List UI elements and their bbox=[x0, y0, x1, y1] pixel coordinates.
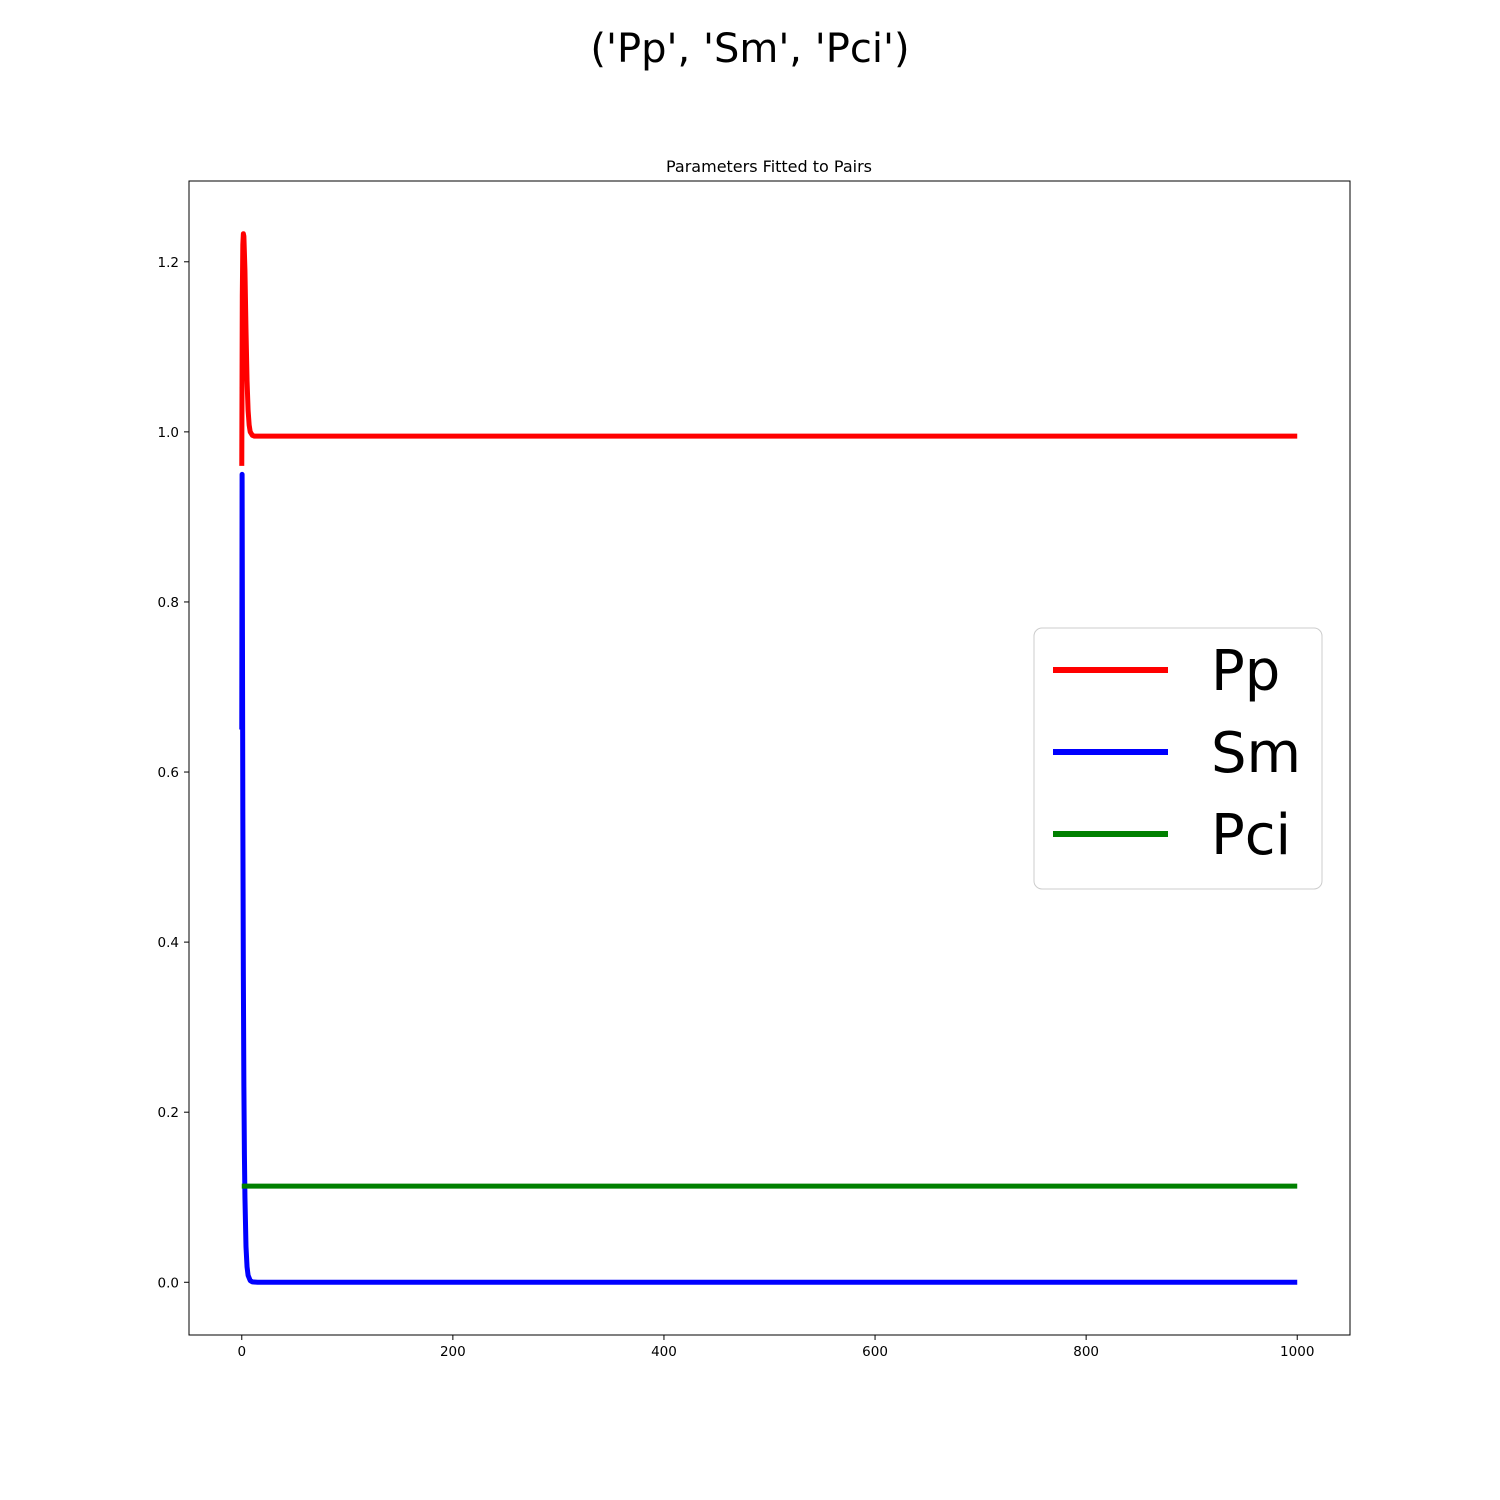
legend-frame bbox=[1033, 627, 1323, 890]
legend-label-sm: Sm bbox=[1211, 721, 1301, 786]
x-tick-label: 800 bbox=[1073, 1344, 1099, 1360]
y-axis: 0.0 0.2 0.4 0.6 0.8 1.0 1.2 bbox=[158, 255, 189, 1291]
x-tick-label: 1000 bbox=[1280, 1344, 1314, 1360]
x-tick-label: 400 bbox=[651, 1344, 677, 1360]
legend-label-pp: Pp bbox=[1211, 639, 1280, 704]
x-tick-label: 0 bbox=[237, 1344, 246, 1360]
y-tick-label: 0.0 bbox=[158, 1275, 179, 1291]
series-layer bbox=[239, 231, 1298, 1285]
x-axis: 0 200 400 600 800 1000 bbox=[237, 1335, 1314, 1360]
y-tick-label: 1.0 bbox=[158, 425, 179, 441]
series-line-pp bbox=[239, 231, 1298, 466]
y-tick-label: 1.2 bbox=[158, 255, 179, 271]
x-tick-label: 200 bbox=[440, 1344, 466, 1360]
chart-title: Parameters Fitted to Pairs bbox=[666, 157, 872, 176]
y-tick-label: 0.8 bbox=[158, 595, 179, 611]
axes-frame bbox=[188, 180, 1351, 1336]
legend: Pp Sm Pci bbox=[1033, 627, 1323, 890]
legend-entries: Pp Sm Pci bbox=[1053, 639, 1301, 868]
figure-suptitle: ('Pp', 'Sm', 'Pci') bbox=[590, 26, 909, 72]
x-tick-label: 600 bbox=[862, 1344, 888, 1360]
y-tick-label: 0.4 bbox=[158, 935, 179, 951]
legend-label-pci: Pci bbox=[1211, 803, 1291, 868]
y-tick-label: 0.6 bbox=[158, 765, 179, 781]
y-tick-label: 0.2 bbox=[158, 1105, 179, 1121]
series-line-sm bbox=[239, 471, 1298, 1285]
